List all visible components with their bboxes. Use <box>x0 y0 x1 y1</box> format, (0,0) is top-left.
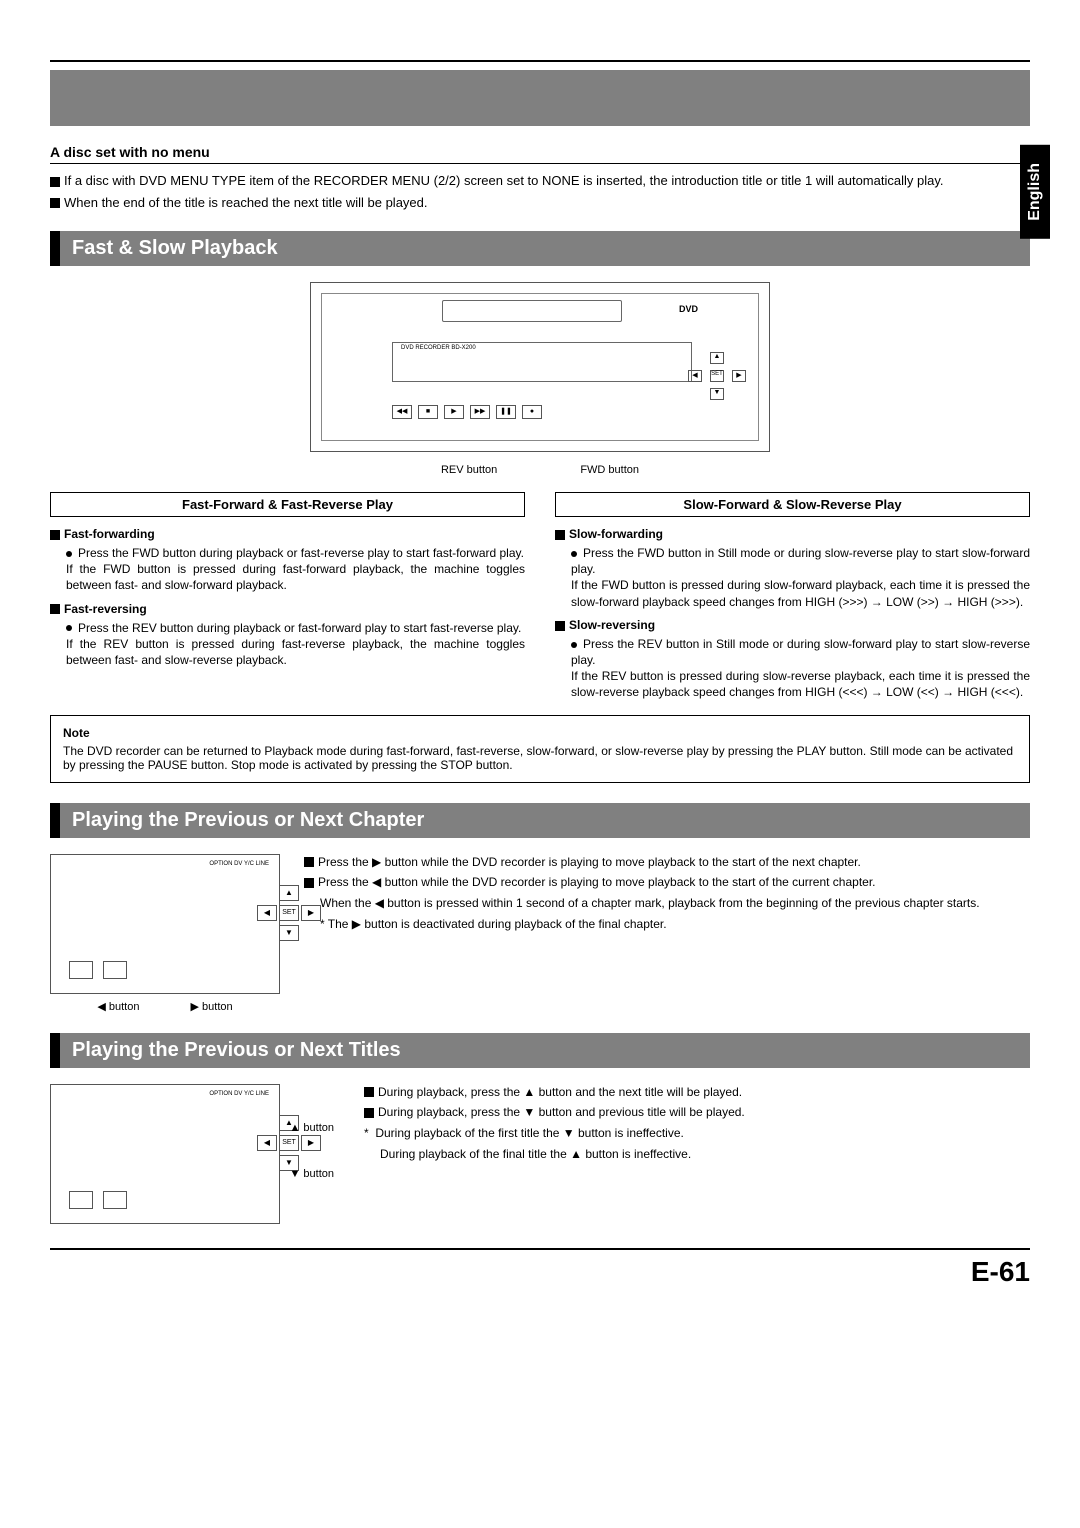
slow-rev-p1: Press the REV button in Still mode or du… <box>555 636 1030 668</box>
titles-section: OPTION DV Y/C LINE ▲ ◀ SET ▶ ▼ ▲ button … <box>50 1084 1030 1224</box>
titles-side-labels: ▲ button ▼ button <box>289 1122 334 1214</box>
fast-play-header: Fast-Forward & Fast-Reverse Play <box>50 492 525 517</box>
slow-play-header: Slow-Forward & Slow-Reverse Play <box>555 492 1030 517</box>
panel-top-labels-2: OPTION DV Y/C LINE <box>209 1091 269 1097</box>
chapter-section: OPTION DV Y/C LINE ▲ ◀ SET ▶ ▼ ◀ button … <box>50 854 1030 1013</box>
rev-button-label: REV button <box>441 464 497 476</box>
chapter-p1: Press the ▶ button while the DVD recorde… <box>318 855 861 869</box>
chapter-text: Press the ▶ button while the DVD recorde… <box>304 854 1030 937</box>
device-model-label: DVD RECORDER BD-X200 <box>401 345 476 351</box>
intro-bullet-2-text: When the end of the title is reached the… <box>64 195 428 210</box>
down-button-label: ▼ button <box>289 1168 334 1180</box>
intro-heading: A disc set with no menu <box>50 144 1030 164</box>
up-button-label: ▲ button <box>289 1122 334 1134</box>
titles-p1: During playback, press the ▲ button and … <box>378 1085 742 1099</box>
chapter-p2: Press the ◀ button while the DVD recorde… <box>318 875 876 889</box>
titles-p4: During playback of the final title the ▲… <box>364 1146 1030 1163</box>
slow-fwd-heading: Slow-forwarding <box>555 527 1030 541</box>
page-number: E-61 <box>50 1248 1030 1288</box>
intro-section: A disc set with no menu If a disc with D… <box>50 144 1030 211</box>
device-illustration: DVD DVD RECORDER BD-X200 ◀◀ ■ ▶ ▶▶ ❚❚ ● … <box>310 282 770 452</box>
set-label: SET <box>710 370 724 382</box>
playback-columns: Fast-Forward & Fast-Reverse Play Fast-fo… <box>50 492 1030 701</box>
intro-bullet-1-text: If a disc with DVD MENU TYPE item of the… <box>64 173 943 188</box>
chapter-panel-caption: ◀ button ▶ button <box>50 1000 280 1013</box>
top-rule <box>50 60 1030 62</box>
fast-fwd-heading: Fast-forwarding <box>50 527 525 541</box>
titles-p2: During playback, press the ▼ button and … <box>378 1105 745 1119</box>
fast-rev-heading: Fast-reversing <box>50 602 525 616</box>
chapter-panel-illustration: OPTION DV Y/C LINE ▲ ◀ SET ▶ ▼ <box>50 854 280 994</box>
section-1-header: Fast & Slow Playback <box>50 231 1030 266</box>
section-3-header: Playing the Previous or Next Titles <box>50 1033 1030 1068</box>
titles-text: During playback, press the ▲ button and … <box>304 1084 1030 1167</box>
slow-fwd-p1: Press the FWD button in Still mode or du… <box>555 545 1030 577</box>
device-button-labels: REV button FWD button <box>50 464 1030 476</box>
title-band <box>50 70 1030 126</box>
titles-panel-illustration: OPTION DV Y/C LINE ▲ ◀ SET ▶ ▼ <box>50 1084 280 1224</box>
right-button-label: ▶ button <box>191 1001 233 1013</box>
intro-bullet-1: If a disc with DVD MENU TYPE item of the… <box>50 172 1030 190</box>
slow-fwd-p2: If the FWD button is pressed during slow… <box>555 577 1030 609</box>
panel-top-labels: OPTION DV Y/C LINE <box>209 861 269 867</box>
intro-bullet-2: When the end of the title is reached the… <box>50 194 1030 212</box>
section-2-header: Playing the Previous or Next Chapter <box>50 803 1030 838</box>
fast-fwd-p1: Press the FWD button during playback or … <box>50 545 525 561</box>
note-text: The DVD recorder can be returned to Play… <box>63 744 1017 772</box>
titles-p3: During playback of the first title the ▼… <box>375 1126 683 1140</box>
slow-rev-p2: If the REV button is pressed during slow… <box>555 668 1030 700</box>
fwd-button-label: FWD button <box>580 464 639 476</box>
chapter-p3: When the ◀ button is pressed within 1 se… <box>304 895 1030 912</box>
fast-fwd-p2: If the FWD button is pressed during fast… <box>50 561 525 593</box>
fast-play-column: Fast-Forward & Fast-Reverse Play Fast-fo… <box>50 492 525 701</box>
note-title: Note <box>63 726 1017 740</box>
note-box: Note The DVD recorder can be returned to… <box>50 715 1030 783</box>
language-tab: English <box>1020 145 1050 239</box>
fast-rev-p2: If the REV button is pressed during fast… <box>50 636 525 668</box>
fast-rev-p1: Press the REV button during playback or … <box>50 620 525 636</box>
slow-rev-heading: Slow-reversing <box>555 618 1030 632</box>
left-button-label: ◀ button <box>97 1001 139 1013</box>
chapter-p4: * The ▶ button is deactivated during pla… <box>304 916 1030 933</box>
slow-play-column: Slow-Forward & Slow-Reverse Play Slow-fo… <box>555 492 1030 701</box>
